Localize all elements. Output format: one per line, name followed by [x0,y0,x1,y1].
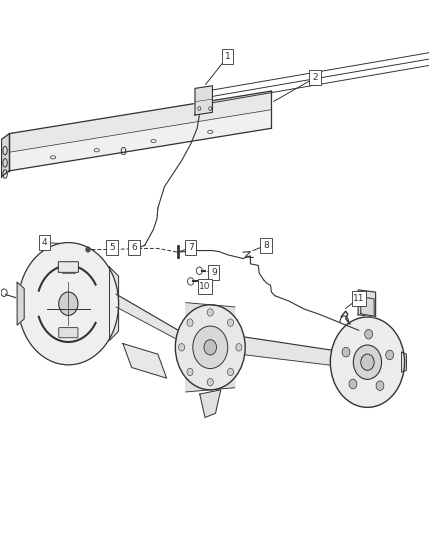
Circle shape [207,309,213,316]
Text: 10: 10 [199,282,211,291]
Polygon shape [358,290,376,317]
Circle shape [361,354,374,370]
Text: 6: 6 [131,244,137,253]
Circle shape [193,326,228,368]
Text: 9: 9 [211,269,217,277]
FancyBboxPatch shape [309,70,321,85]
Circle shape [187,319,193,326]
Circle shape [175,305,245,390]
Text: 1: 1 [225,52,231,61]
Text: 8: 8 [263,241,269,250]
FancyBboxPatch shape [58,262,78,272]
Circle shape [207,378,213,386]
Text: 5: 5 [109,244,115,253]
Circle shape [236,344,242,351]
Circle shape [349,379,357,389]
FancyBboxPatch shape [222,49,233,64]
Polygon shape [116,294,182,342]
FancyBboxPatch shape [261,238,272,253]
Circle shape [365,329,373,339]
Circle shape [86,247,90,252]
Text: 11: 11 [353,294,364,303]
Text: 4: 4 [42,238,47,247]
Polygon shape [10,110,272,171]
Circle shape [59,292,78,316]
Circle shape [179,344,185,351]
Circle shape [376,381,384,391]
Polygon shape [200,390,221,417]
Circle shape [187,368,193,376]
Polygon shape [17,282,24,325]
Polygon shape [186,303,235,392]
Circle shape [204,340,216,355]
FancyBboxPatch shape [185,240,196,255]
Circle shape [135,245,140,252]
Circle shape [18,243,119,365]
FancyBboxPatch shape [208,265,219,280]
FancyBboxPatch shape [39,235,50,250]
Polygon shape [110,267,119,341]
FancyBboxPatch shape [128,240,140,255]
Polygon shape [123,344,166,378]
Polygon shape [1,134,10,177]
Circle shape [330,317,405,407]
Text: 2: 2 [312,73,318,82]
FancyBboxPatch shape [198,279,212,294]
Polygon shape [402,352,406,372]
Polygon shape [195,86,212,115]
FancyBboxPatch shape [352,291,366,306]
Text: 7: 7 [188,244,194,253]
Polygon shape [361,297,374,316]
Polygon shape [235,336,359,368]
Circle shape [342,348,350,357]
FancyBboxPatch shape [106,240,118,255]
Circle shape [227,319,233,326]
Circle shape [386,350,394,360]
Polygon shape [10,91,272,152]
Text: 0: 0 [120,147,127,157]
Circle shape [353,345,381,379]
FancyBboxPatch shape [59,328,78,338]
Circle shape [227,368,233,376]
